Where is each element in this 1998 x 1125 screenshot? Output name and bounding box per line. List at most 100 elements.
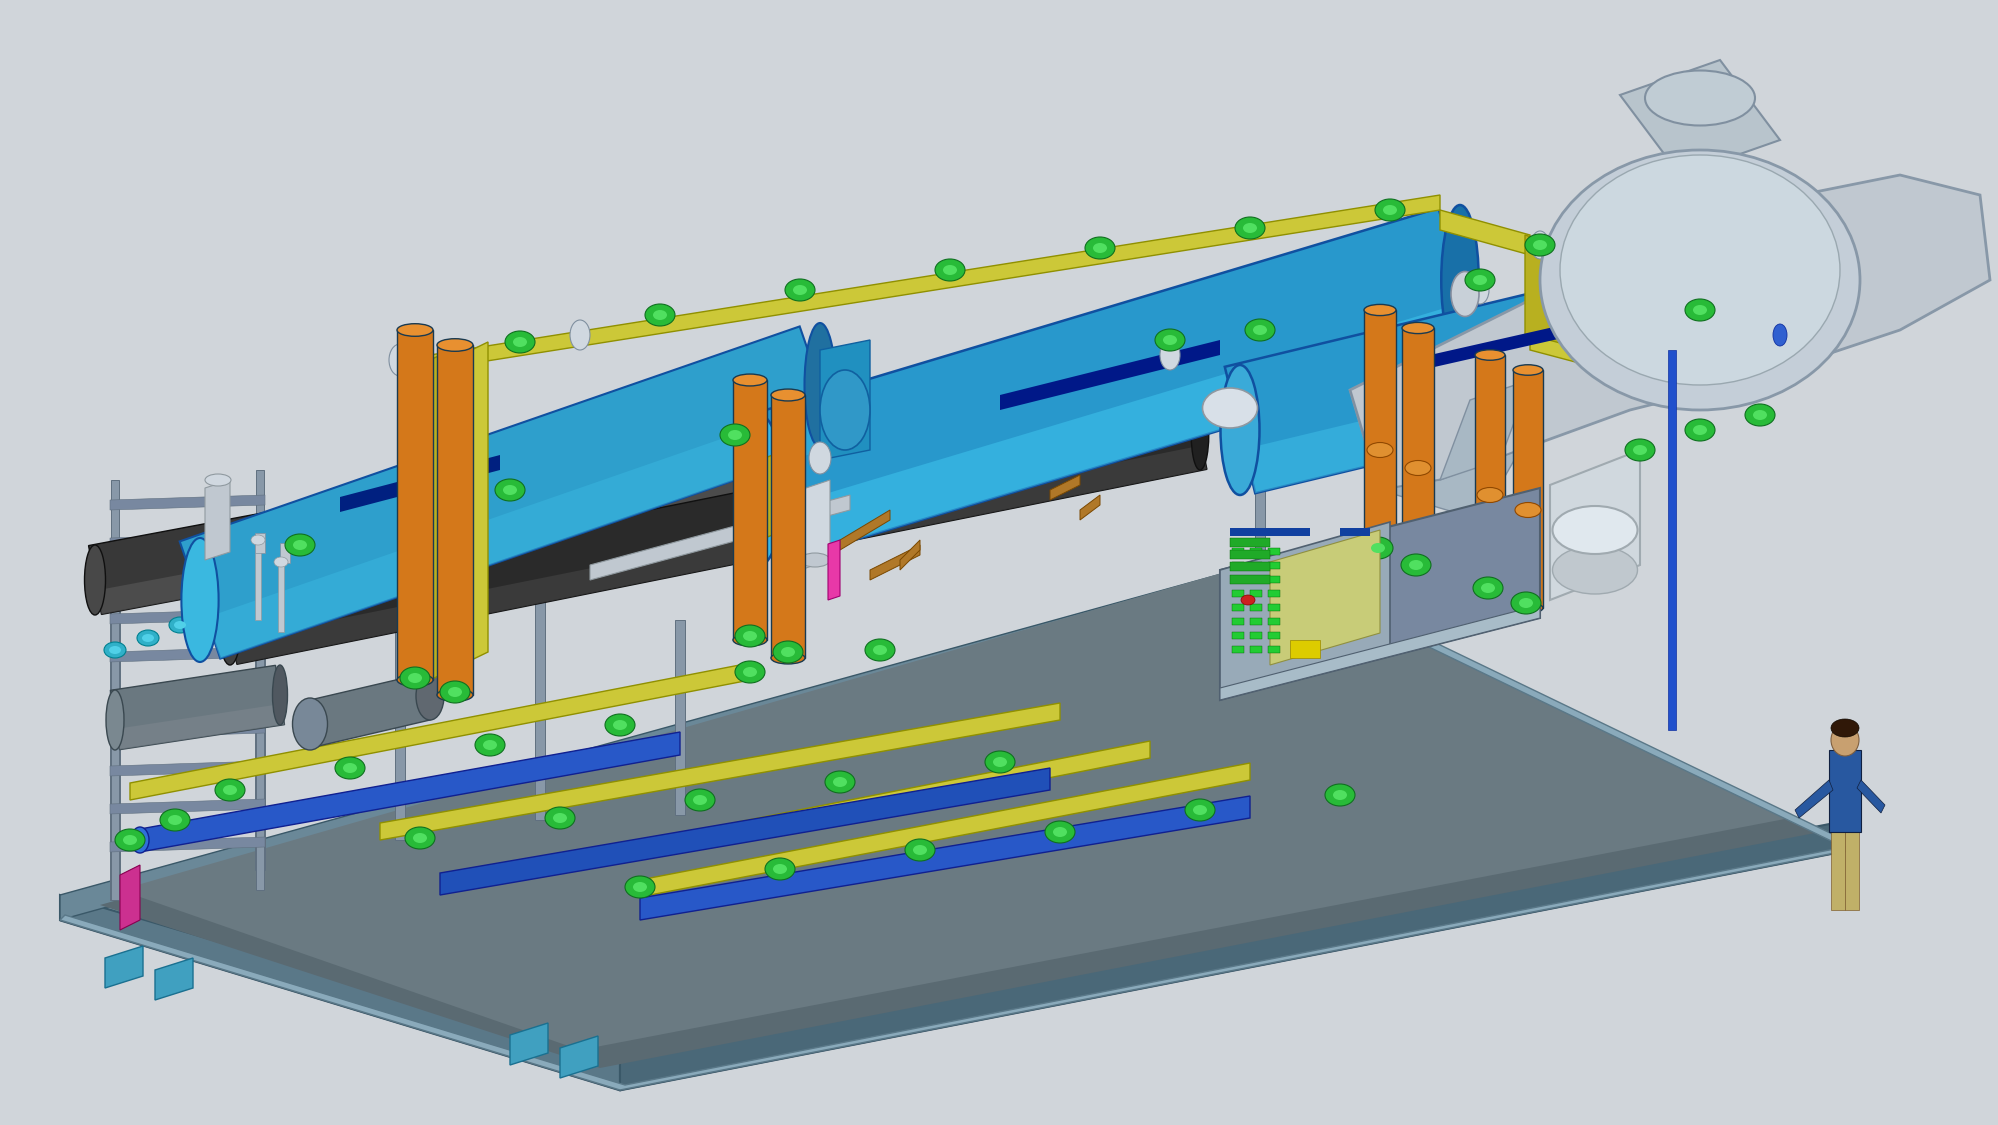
Polygon shape: [1049, 475, 1079, 500]
Polygon shape: [116, 704, 284, 749]
Ellipse shape: [1644, 71, 1754, 126]
Ellipse shape: [1475, 585, 1504, 595]
Ellipse shape: [1830, 724, 1858, 756]
Polygon shape: [60, 896, 619, 1090]
Ellipse shape: [274, 557, 288, 567]
Ellipse shape: [905, 839, 935, 861]
Bar: [771, 395, 805, 658]
Ellipse shape: [1053, 827, 1067, 837]
Ellipse shape: [605, 714, 635, 736]
Ellipse shape: [773, 641, 803, 663]
Ellipse shape: [765, 858, 795, 880]
Bar: [1289, 640, 1319, 658]
Polygon shape: [1269, 530, 1379, 665]
Polygon shape: [120, 865, 140, 930]
Polygon shape: [380, 703, 1059, 840]
Polygon shape: [110, 723, 266, 738]
Bar: [112, 480, 120, 900]
Polygon shape: [110, 685, 266, 700]
Polygon shape: [1225, 236, 1794, 493]
Ellipse shape: [553, 813, 567, 824]
Ellipse shape: [833, 777, 847, 787]
Polygon shape: [106, 946, 144, 988]
Polygon shape: [899, 540, 919, 570]
Ellipse shape: [1253, 325, 1267, 335]
Ellipse shape: [781, 647, 795, 657]
Bar: [1267, 548, 1279, 555]
Polygon shape: [639, 796, 1249, 920]
Polygon shape: [140, 732, 679, 852]
Ellipse shape: [1221, 364, 1259, 495]
Ellipse shape: [106, 690, 124, 750]
Ellipse shape: [1235, 217, 1265, 238]
Ellipse shape: [1401, 562, 1433, 574]
Bar: [733, 380, 767, 640]
Ellipse shape: [803, 323, 835, 447]
Bar: [1844, 830, 1858, 910]
Ellipse shape: [132, 827, 150, 853]
Bar: [398, 330, 434, 680]
Ellipse shape: [1624, 439, 1654, 461]
Ellipse shape: [513, 338, 527, 346]
Polygon shape: [559, 1036, 597, 1078]
Ellipse shape: [737, 415, 781, 565]
Ellipse shape: [1552, 546, 1636, 594]
Ellipse shape: [1185, 799, 1215, 821]
Ellipse shape: [168, 814, 182, 825]
Bar: [1512, 370, 1542, 608]
Polygon shape: [206, 403, 839, 658]
Ellipse shape: [1510, 592, 1540, 614]
Bar: [1249, 590, 1261, 597]
Bar: [1249, 604, 1261, 611]
Polygon shape: [110, 495, 266, 510]
Ellipse shape: [1085, 237, 1115, 259]
Bar: [1475, 356, 1504, 590]
Ellipse shape: [438, 688, 474, 701]
Polygon shape: [1548, 450, 1638, 600]
Ellipse shape: [1363, 305, 1395, 316]
Ellipse shape: [1684, 418, 1714, 441]
Ellipse shape: [182, 538, 218, 662]
Ellipse shape: [1045, 821, 1075, 843]
Polygon shape: [120, 562, 1788, 1050]
Polygon shape: [60, 575, 1854, 1090]
Polygon shape: [224, 400, 1207, 665]
Bar: [1229, 528, 1309, 536]
Ellipse shape: [1325, 784, 1355, 806]
Bar: [1267, 632, 1279, 639]
Polygon shape: [1794, 780, 1832, 818]
Ellipse shape: [1401, 323, 1433, 334]
Ellipse shape: [545, 807, 575, 829]
Ellipse shape: [653, 310, 667, 319]
Polygon shape: [1349, 390, 1518, 520]
Bar: [278, 562, 284, 632]
Ellipse shape: [1333, 790, 1347, 800]
Ellipse shape: [735, 626, 765, 647]
Ellipse shape: [935, 259, 965, 281]
Ellipse shape: [116, 829, 146, 850]
Bar: [438, 345, 474, 695]
Bar: [1267, 562, 1279, 569]
Ellipse shape: [733, 374, 767, 386]
Ellipse shape: [1209, 390, 1229, 420]
Ellipse shape: [743, 667, 757, 677]
Bar: [1249, 576, 1261, 583]
Polygon shape: [440, 768, 1049, 896]
Ellipse shape: [1191, 400, 1209, 470]
Ellipse shape: [110, 646, 122, 654]
Polygon shape: [260, 572, 400, 584]
Ellipse shape: [484, 740, 498, 750]
Ellipse shape: [1772, 324, 1786, 346]
Ellipse shape: [1451, 271, 1479, 316]
Polygon shape: [819, 340, 869, 460]
Polygon shape: [430, 195, 1439, 370]
Ellipse shape: [1473, 274, 1487, 285]
Ellipse shape: [294, 540, 308, 550]
Ellipse shape: [252, 536, 266, 544]
Bar: [1828, 750, 1860, 832]
Ellipse shape: [1762, 235, 1796, 364]
Bar: [256, 533, 266, 554]
Ellipse shape: [220, 595, 240, 665]
Polygon shape: [130, 663, 749, 800]
Bar: [1231, 632, 1243, 639]
